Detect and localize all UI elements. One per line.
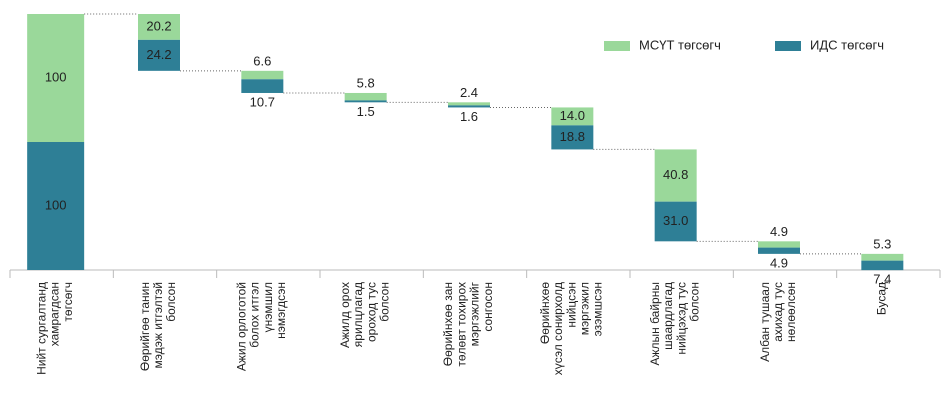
bar-segment [27, 14, 85, 142]
legend-swatch [604, 41, 630, 51]
bar-segment [448, 105, 490, 108]
x-tick-label: Албан тушаалахихад туснөлөөлсөн [758, 282, 798, 362]
bar-segment [758, 241, 800, 248]
x-tick-label: Өөрийгөө танинмэдэж итгэлтэйболсон [138, 282, 178, 371]
x-tick-label: Ажлын байрнышаардлагаднийцэхэд тусболсон [648, 282, 702, 366]
data-label: 2.4 [460, 85, 478, 100]
legend-swatch [775, 41, 801, 51]
data-label: 5.3 [873, 236, 891, 251]
data-label: 4.9 [770, 255, 788, 270]
x-tick-label: Ажил орлоготойболох итгэлүнэмшилнэмэгдсэ… [235, 282, 289, 371]
data-label: 4.9 [770, 224, 788, 239]
legend-label: ИДС төгсөгч [810, 37, 884, 52]
data-label: 20.2 [146, 18, 171, 33]
data-label: 1.6 [460, 109, 478, 124]
bar-segment [551, 107, 594, 126]
data-label: 100 [45, 69, 67, 84]
data-label: 10.7 [250, 94, 275, 109]
data-label: 18.8 [560, 129, 585, 144]
data-label: 6.6 [253, 53, 271, 68]
data-label: 24.2 [146, 47, 171, 62]
bar-segment [138, 14, 180, 40]
bar-segment [654, 149, 697, 202]
data-label: 100 [45, 197, 67, 212]
bar-segment [758, 247, 800, 254]
bar-segment [344, 92, 387, 101]
data-label: 14.0 [560, 108, 585, 123]
x-tick-label: Нийт сургалтандхамрагдсантөгсөгч [35, 282, 75, 375]
x-tick-label: Өөрийнхөө зантөлөвт тохирохмэргэжлийгсон… [441, 281, 495, 366]
data-label: 1.5 [357, 104, 375, 119]
x-tick-label: Ажилд орохярилцлагадороход тусболсон [338, 282, 392, 348]
bar-segment [344, 100, 387, 103]
x-tick-label: Бусад [875, 282, 889, 315]
legend-label: МСҮТ төгсөгч [639, 37, 721, 52]
bar-segment [241, 70, 284, 80]
bar-segment [861, 253, 904, 261]
bar-segment [241, 79, 284, 93]
bar-segment [654, 201, 697, 242]
data-label: 40.8 [663, 167, 688, 182]
x-tick-label: Өөрийнхөөхүсэл сонирхолднийцсэнмэргэжилэ… [538, 282, 605, 376]
bar-segment [448, 102, 490, 106]
data-label: 31.0 [663, 213, 688, 228]
bar-segment [861, 260, 904, 271]
data-label: 7.4 [873, 272, 891, 287]
bar-segment [551, 125, 594, 150]
bar-segment [138, 39, 180, 71]
data-label: 5.8 [357, 75, 375, 90]
bar-segment [27, 142, 85, 270]
